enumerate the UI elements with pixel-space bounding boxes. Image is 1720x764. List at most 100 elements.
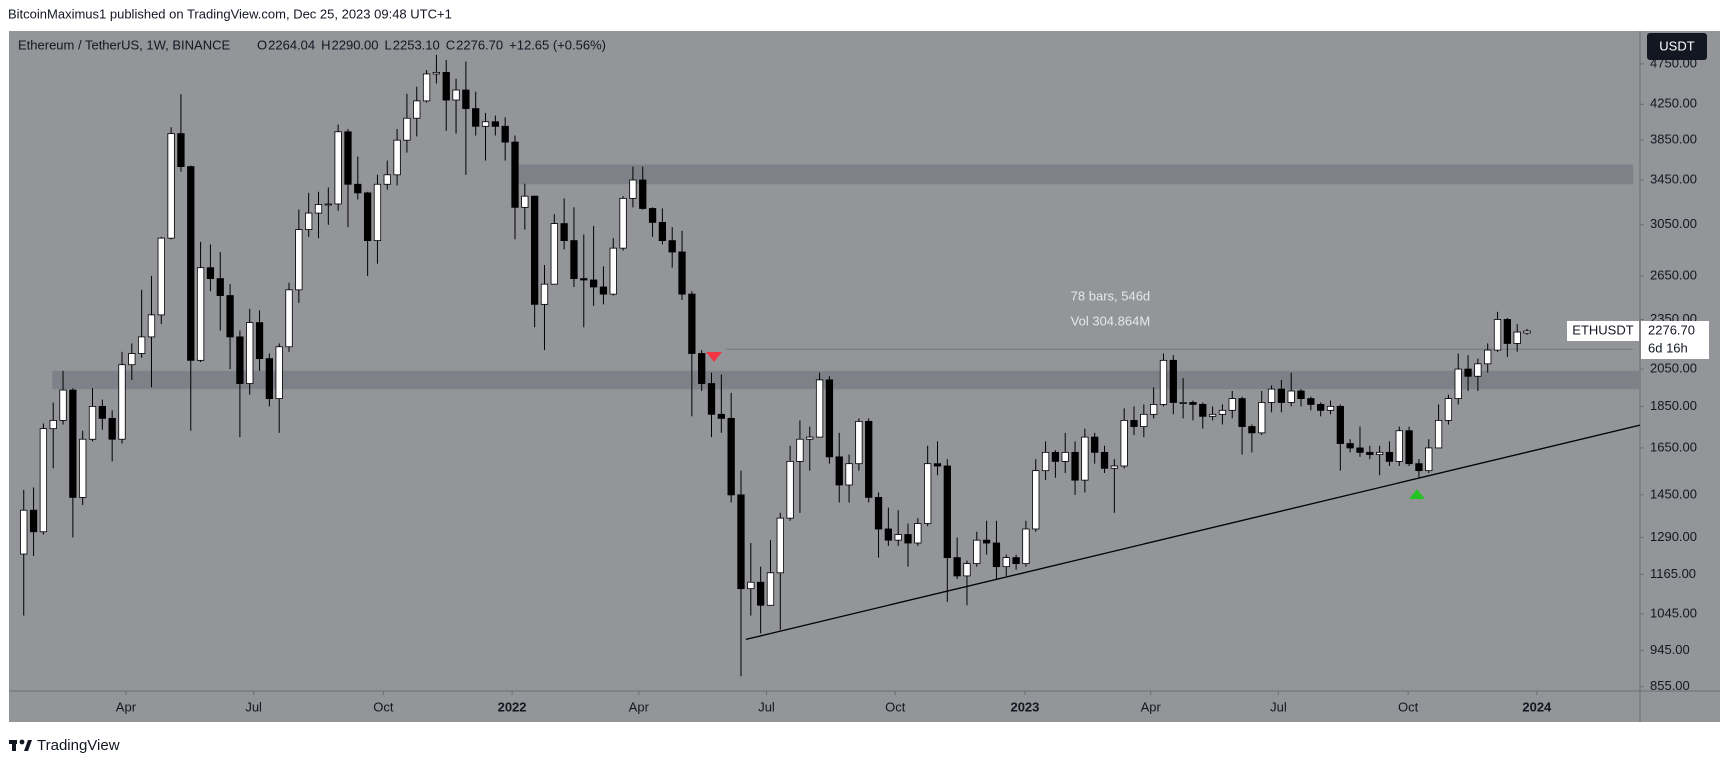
y-tick-label: 855.00 <box>1650 678 1690 693</box>
candle-body <box>1317 404 1325 411</box>
candle-body <box>1130 419 1138 427</box>
currency-badge[interactable] <box>1647 33 1707 60</box>
y-tick-label: 1045.00 <box>1650 605 1697 620</box>
candle-body <box>639 179 647 209</box>
candle-body <box>1297 390 1305 400</box>
candle-body <box>1375 451 1384 455</box>
candle-body <box>658 222 667 242</box>
candle-body <box>196 267 205 361</box>
candle-body <box>1022 528 1030 565</box>
y-tick-label: 1650.00 <box>1650 439 1697 454</box>
candle-body <box>1454 368 1462 400</box>
candle-body <box>177 133 185 167</box>
last-price-label: 2276.70 <box>1648 322 1695 337</box>
candle-body <box>314 204 323 214</box>
candle-body <box>1238 398 1246 427</box>
legend-value: 2264.04 <box>268 37 315 52</box>
candle-body <box>1484 349 1492 365</box>
candle-body <box>1336 405 1344 444</box>
candle-body <box>462 89 470 109</box>
candle-body <box>1277 388 1286 403</box>
x-tick-label: Apr <box>1141 699 1162 714</box>
x-tick-label: Oct <box>885 699 906 714</box>
candle-body <box>324 203 332 206</box>
legend-value: 2253.10 <box>393 37 440 52</box>
candle-body <box>560 223 568 242</box>
trendline <box>745 424 1641 641</box>
zone <box>515 164 1634 185</box>
candle-body <box>511 141 519 208</box>
candle-body <box>953 557 961 577</box>
candle-body <box>1081 436 1089 481</box>
candle-body <box>1091 436 1099 453</box>
x-tick-label: 2024 <box>1522 699 1552 714</box>
candle-body <box>1464 368 1472 377</box>
candle-body <box>1356 447 1364 453</box>
candle-body <box>69 389 77 498</box>
candle-body <box>1366 451 1374 455</box>
candle-body <box>1415 463 1423 472</box>
candle-body <box>580 278 588 281</box>
footer-text: TradingView <box>37 737 120 754</box>
candle-body <box>835 456 843 486</box>
candle-body <box>874 496 883 530</box>
candle-body <box>668 240 676 253</box>
candle-body <box>491 121 499 127</box>
candle-body <box>776 517 784 574</box>
candle-body <box>1071 451 1079 481</box>
candle-body <box>1041 451 1050 472</box>
candle-body <box>1346 443 1354 449</box>
candle-body <box>992 542 1001 568</box>
y-tick-label: 4750.00 <box>1650 55 1697 70</box>
candle-body <box>79 438 87 498</box>
candle-body <box>982 539 991 544</box>
candle-body <box>766 572 775 606</box>
candle-body <box>1425 447 1433 472</box>
candle-body <box>550 223 558 285</box>
countdown-label: 6d 16h <box>1648 340 1688 355</box>
x-tick-label: Oct <box>373 699 394 714</box>
zone <box>52 370 1640 390</box>
candle-body <box>1267 388 1276 403</box>
candle-body <box>422 73 431 102</box>
candle-body <box>570 240 578 279</box>
candle-body <box>98 405 106 419</box>
candle-body <box>845 463 853 486</box>
candle-body <box>285 289 293 348</box>
measure-volume-label: Vol 304.864M <box>1071 314 1151 329</box>
candle-body <box>943 465 951 559</box>
candle-body <box>1385 451 1394 462</box>
candle-body <box>128 353 136 366</box>
candle-body <box>452 89 460 101</box>
candle-body <box>1120 419 1128 467</box>
candle-body <box>1434 419 1443 449</box>
candle-body <box>796 438 804 462</box>
candle-body <box>688 293 696 354</box>
candle-body <box>1179 402 1187 404</box>
candle-body <box>187 166 195 361</box>
candle-body <box>1307 398 1315 405</box>
chart-title: Ethereum / TetherUS, 1W, BINANCE <box>18 37 230 52</box>
candle-body <box>393 139 401 176</box>
candle-body <box>39 428 48 533</box>
candle-body <box>855 421 863 465</box>
y-tick-label: 1450.00 <box>1650 486 1697 501</box>
candle-body <box>1513 331 1521 344</box>
candle-body <box>717 413 725 419</box>
candle-body <box>206 267 215 279</box>
header-text: BitcoinMaximus1 published on TradingView… <box>8 6 452 21</box>
y-tick-label: 3450.00 <box>1650 171 1697 186</box>
candle-body <box>1110 465 1118 469</box>
candle-body <box>1150 404 1158 415</box>
candle-body <box>727 417 735 496</box>
last-price-badge <box>1641 320 1709 359</box>
candle-body <box>354 183 362 194</box>
symbol-badge <box>1567 320 1639 341</box>
candle-body <box>629 179 637 199</box>
x-tick-label: Jul <box>245 699 262 714</box>
candle-body <box>501 125 509 143</box>
candle-body <box>531 195 539 305</box>
candle-body <box>1159 359 1168 405</box>
candle-body <box>137 336 146 354</box>
